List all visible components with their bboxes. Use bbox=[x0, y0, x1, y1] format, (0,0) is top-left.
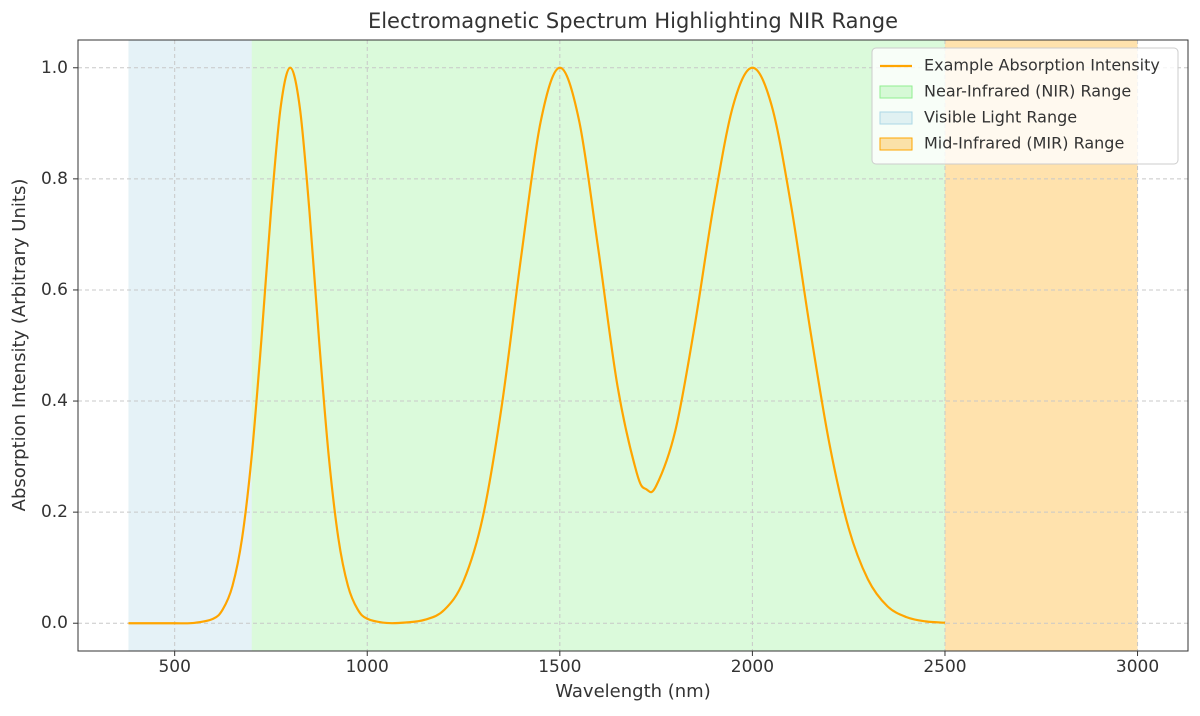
legend-label: Mid-Infrared (MIR) Range bbox=[924, 134, 1124, 153]
chart-title: Electromagnetic Spectrum Highlighting NI… bbox=[368, 9, 898, 33]
legend-label: Example Absorption Intensity bbox=[924, 56, 1160, 75]
legend-label: Visible Light Range bbox=[924, 108, 1077, 127]
legend: Example Absorption Intensity Near-Infrare… bbox=[871, 47, 1179, 165]
y-tick-label: 0.2 bbox=[41, 502, 68, 522]
x-tick-label: 500 bbox=[158, 657, 190, 677]
legend-swatch bbox=[879, 85, 913, 99]
x-axis-label: Wavelength (nm) bbox=[555, 681, 711, 702]
x-tick-label: 2000 bbox=[731, 657, 774, 677]
legend-swatch bbox=[879, 111, 913, 125]
y-axis-label: Absorption Intensity (Arbitrary Units) bbox=[9, 179, 30, 512]
x-tick-label: 3000 bbox=[1116, 657, 1159, 677]
x-tick-label: 2500 bbox=[923, 657, 966, 677]
data-line bbox=[128, 66, 946, 625]
range-band bbox=[251, 40, 945, 651]
plot-frame bbox=[77, 39, 1189, 652]
legend-label: Near-Infrared (NIR) Range bbox=[924, 82, 1131, 101]
x-tick-label: 1500 bbox=[538, 657, 581, 677]
y-tick-label: 0.0 bbox=[41, 613, 68, 633]
y-tick-label: 0.6 bbox=[41, 280, 68, 300]
y-tick-label: 0.8 bbox=[41, 169, 68, 189]
y-tick-label: 1.0 bbox=[41, 58, 68, 78]
legend-box bbox=[871, 47, 1179, 165]
y-tick-label: 0.4 bbox=[41, 391, 68, 411]
legend-swatch bbox=[879, 137, 913, 151]
x-tick-label: 1000 bbox=[346, 657, 389, 677]
range-band bbox=[128, 40, 252, 651]
